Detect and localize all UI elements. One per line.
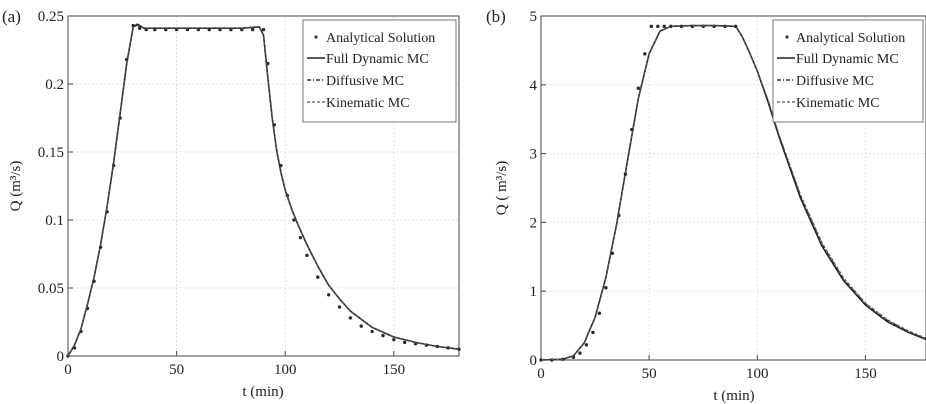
legend-marker-points bbox=[785, 35, 789, 39]
y-axis-label-b: Q ( m³/s) bbox=[494, 161, 510, 216]
series-line-kinematic-mc-a bbox=[67, 24, 460, 357]
x-tick-label: 100 bbox=[274, 362, 297, 378]
panel-label-b: (b) bbox=[486, 7, 506, 26]
data-point bbox=[662, 24, 666, 29]
series-line-diffusive-mc-b bbox=[540, 24, 926, 361]
y-axis-b: 0 1 2 3 4 5 bbox=[530, 9, 546, 369]
data-point bbox=[298, 235, 303, 240]
legend-item-kinematic-b: Kinematic MC bbox=[777, 96, 880, 111]
legend-marker-points bbox=[314, 35, 318, 39]
data-point bbox=[643, 52, 647, 56]
y-tick-label: 0.25 bbox=[38, 9, 64, 25]
data-point bbox=[305, 253, 309, 258]
series-group-a bbox=[66, 23, 461, 358]
legend-item-analytical-b: Analytical Solution bbox=[785, 31, 905, 46]
x-tick-label: 100 bbox=[746, 366, 769, 382]
legend-label: Diffusive MC bbox=[796, 74, 874, 89]
legend-a: Analytical Solution Full Dynamic MC Diff… bbox=[302, 19, 457, 123]
data-point bbox=[402, 340, 407, 345]
data-point bbox=[636, 86, 641, 90]
x-tick-label: 50 bbox=[169, 362, 184, 378]
legend-label: Diffusive MC bbox=[326, 74, 404, 89]
y-tick-label: 0 bbox=[57, 349, 65, 365]
series-group-b bbox=[539, 24, 926, 362]
data-point bbox=[381, 333, 385, 338]
data-point bbox=[392, 337, 396, 342]
legend-label: Full Dynamic MC bbox=[796, 52, 899, 67]
x-tick-label: 0 bbox=[537, 366, 545, 382]
data-point bbox=[316, 275, 320, 279]
legend-item-full-dynamic-a: Full Dynamic MC bbox=[307, 52, 429, 67]
legend-item-kinematic-a: Kinematic MC bbox=[307, 96, 410, 111]
y-tick-label: 0.2 bbox=[45, 77, 64, 93]
data-point bbox=[604, 286, 608, 290]
y-axis-a: 0 0.05 0.1 0.15 0.2 0.25 bbox=[38, 9, 73, 365]
legend-label: Analytical Solution bbox=[326, 31, 435, 46]
y-tick-label: 0.1 bbox=[45, 213, 64, 229]
data-point bbox=[370, 329, 374, 334]
y-tick-label: 2 bbox=[530, 215, 538, 231]
y-tick-label: 5 bbox=[530, 9, 538, 25]
x-tick-label: 150 bbox=[383, 362, 406, 378]
x-tick-label: 150 bbox=[854, 366, 877, 382]
data-point bbox=[656, 24, 660, 29]
legend-item-diffusive-b: Diffusive MC bbox=[777, 74, 874, 89]
data-point bbox=[250, 27, 255, 32]
series-line-kinematic-mc-b bbox=[540, 25, 926, 361]
legend-b: Analytical Solution Full Dynamic MC Diff… bbox=[772, 19, 924, 123]
data-point bbox=[578, 351, 582, 355]
y-tick-label: 4 bbox=[530, 78, 538, 94]
x-axis-label-b: t (min) bbox=[713, 388, 754, 404]
data-point bbox=[292, 218, 296, 222]
y-tick-label: 1 bbox=[530, 284, 538, 300]
data-point bbox=[337, 305, 342, 309]
data-point bbox=[597, 311, 602, 315]
data-point bbox=[261, 27, 266, 32]
data-point bbox=[584, 343, 589, 347]
y-axis-label-a: Q (m³/s) bbox=[8, 161, 24, 212]
chart-panel-a: (a) 0 50 100 150 0 0.05 0.1 0.15 0.2 0.25 t (min… bbox=[2, 7, 461, 400]
legend-label: Full Dynamic MC bbox=[326, 52, 429, 67]
data-point bbox=[591, 330, 595, 335]
y-tick-label: 0 bbox=[530, 353, 538, 369]
panel-label-a: (a) bbox=[2, 7, 21, 26]
data-point bbox=[326, 293, 331, 297]
legend-item-diffusive-a: Diffusive MC bbox=[307, 74, 404, 89]
legend-box-b bbox=[772, 19, 924, 123]
x-axis-label-a: t (min) bbox=[242, 384, 283, 400]
legend-label: Kinematic MC bbox=[326, 96, 410, 111]
x-axis-b: 0 50 100 150 bbox=[537, 355, 877, 382]
series-analytical-solution-b bbox=[539, 24, 738, 362]
x-tick-label: 0 bbox=[64, 362, 72, 378]
data-point bbox=[348, 316, 353, 320]
x-tick-label: 50 bbox=[642, 366, 657, 382]
y-tick-label: 0.05 bbox=[38, 281, 64, 297]
chart-panel-b: (b) 0 50 100 150 0 1 2 3 4 5 t (min) Q ( m³/s) A… bbox=[486, 7, 926, 404]
legend-label: Analytical Solution bbox=[796, 31, 905, 46]
x-axis-a: 0 50 100 150 bbox=[64, 351, 405, 378]
legend-box-a bbox=[302, 19, 457, 123]
plot-frame-b bbox=[540, 15, 926, 361]
y-tick-label: 3 bbox=[530, 147, 538, 163]
legend-label: Kinematic MC bbox=[796, 96, 880, 111]
y-tick-label: 0.15 bbox=[38, 145, 64, 161]
data-point bbox=[649, 24, 654, 29]
plot-frame-a bbox=[67, 15, 460, 357]
data-point bbox=[359, 324, 363, 328]
legend-item-full-dynamic-b: Full Dynamic MC bbox=[777, 52, 899, 67]
legend-item-analytical-a: Analytical Solution bbox=[314, 31, 435, 46]
